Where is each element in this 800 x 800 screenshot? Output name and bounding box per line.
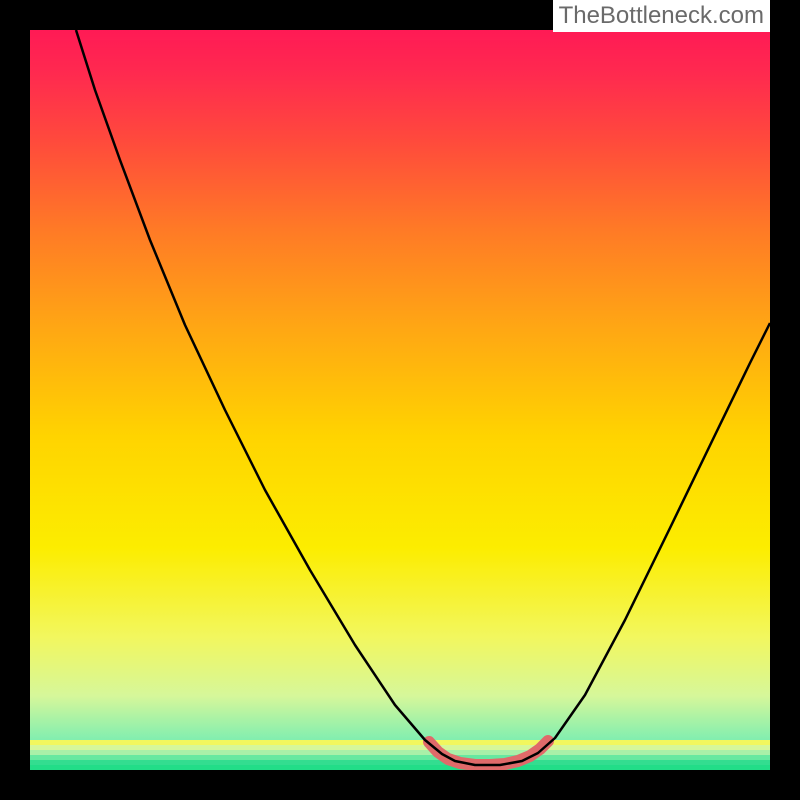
watermark-label: TheBottleneck.com [553,0,770,32]
plot-area [30,30,770,770]
chart-container: TheBottleneck.com [0,0,800,800]
chart-svg [0,0,800,800]
